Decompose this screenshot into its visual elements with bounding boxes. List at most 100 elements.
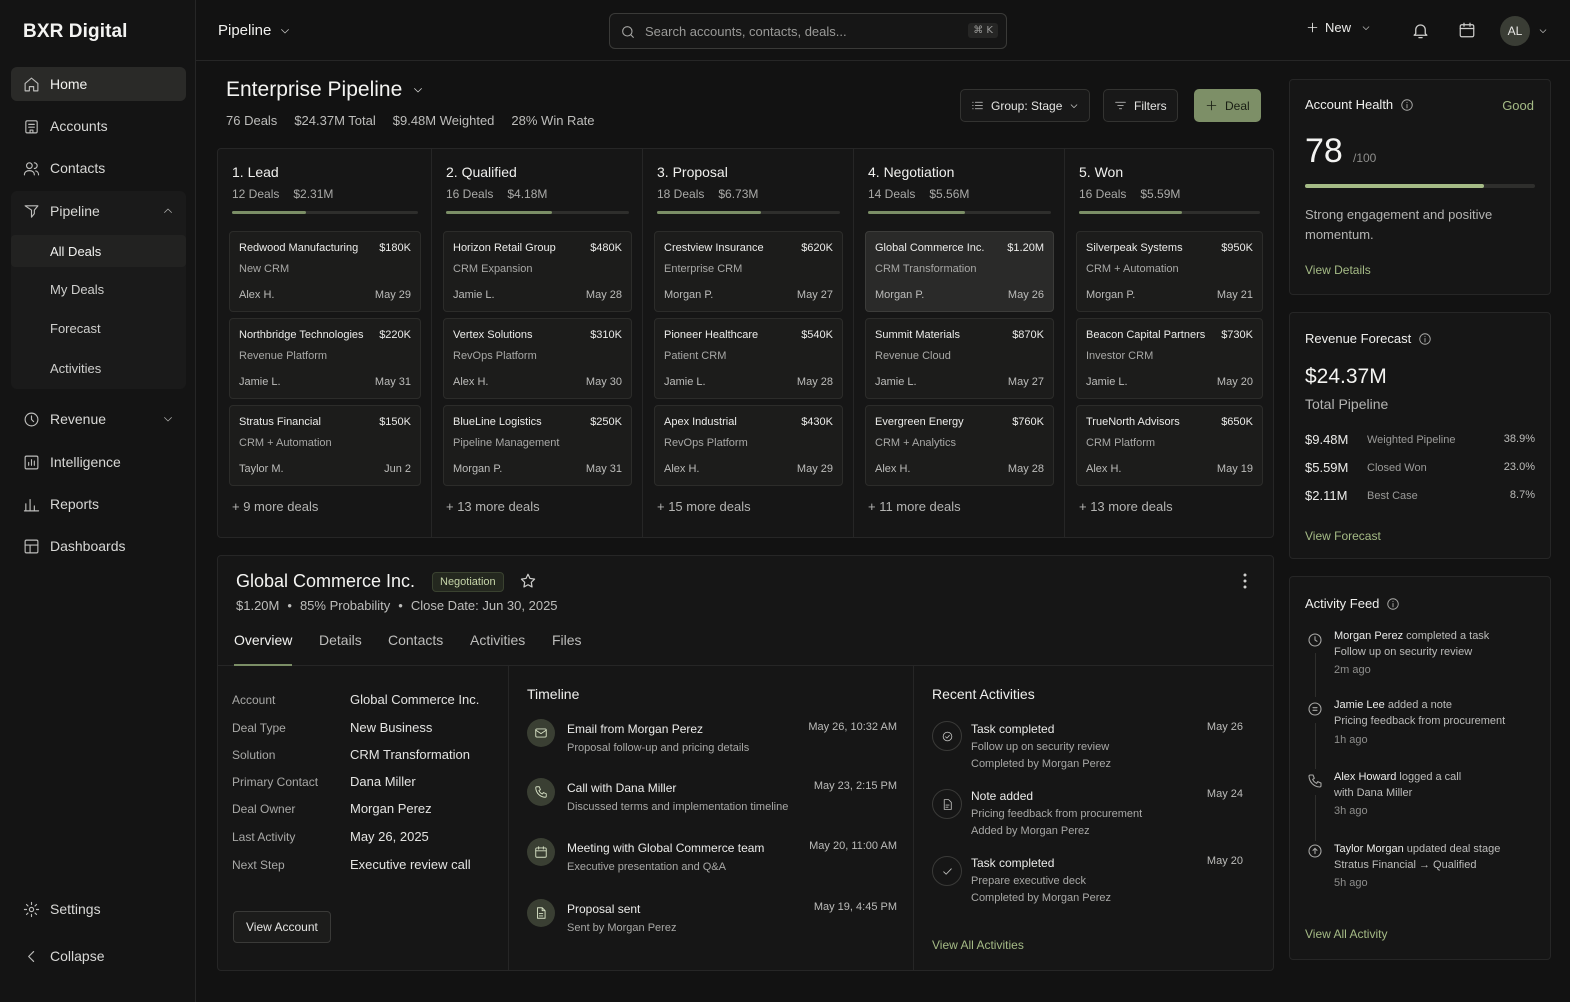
sidebar-item-reports[interactable]: Reports [11,487,186,521]
deal-card[interactable]: Silverpeak Systems $950K CRM + Automation M… [1076,231,1263,312]
tab-contacts[interactable]: Contacts [388,632,444,648]
deal-card-date: May 31 [374,376,411,388]
deal-card-product: Revenue Cloud [875,350,951,362]
view-details-link[interactable]: View Details [1305,263,1371,277]
new-button[interactable]: New [1306,20,1371,35]
sidebar-subitem-activities[interactable]: Activities [50,361,102,376]
deal-card-date: May 29 [796,463,833,475]
star-icon[interactable] [519,572,537,590]
sidebar-item-dashboards[interactable]: Dashboards [11,529,186,563]
more-deals-link[interactable]: + 13 more deals [446,499,540,514]
building-icon [23,118,40,135]
activity-date: May 20 [1206,855,1243,867]
forecast-row: $5.59M Closed Won 23.0% [1305,460,1535,480]
pipeline-column: 1. Lead 12 Deals $2.31M Redwood Manufacturi… [218,149,432,537]
deal-card-date: May 30 [585,376,622,388]
calendar-icon[interactable] [1458,21,1476,39]
deal-card[interactable]: Northbridge Technologies $220K Revenue Pla… [229,318,421,399]
health-status: Good [1502,98,1534,113]
column-title: 1. Lead [232,164,279,180]
sidebar-item-accounts[interactable]: Accounts [11,109,186,143]
sidebar-item-label: Revenue [50,411,107,427]
group-by-button[interactable]: Group: Stage [960,89,1091,122]
view-all-activities-link[interactable]: View All Activities [932,938,1024,952]
deal-card-owner: Morgan P. [664,289,714,301]
collapse-button[interactable]: Collapse [11,939,186,973]
chevron-down-icon [279,25,291,37]
tab-files[interactable]: Files [552,632,582,648]
deal-card[interactable]: Evergreen Energy $760K CRM + Analytics Alex… [865,405,1054,486]
more-deals-link[interactable]: + 11 more deals [868,499,961,514]
deal-card[interactable]: Redwood Manufacturing $180K New CRM Alex H.… [229,231,421,312]
sidebar-subitem-my-deals[interactable]: My Deals [50,282,105,297]
timeline-item-title: Meeting with Global Commerce team [567,841,765,855]
tab-overview[interactable]: Overview [234,632,293,666]
add-deal-button[interactable]: Deal [1194,89,1261,122]
deal-card[interactable]: Summit Materials $870K Revenue Cloud Jamie … [865,318,1054,399]
activity-icon [932,856,962,886]
bell-icon[interactable] [1411,21,1430,40]
chevron-up-icon[interactable] [162,205,174,217]
column-progress-fill [657,211,762,214]
sidebar-item-home[interactable]: Home [11,67,186,101]
total-pipeline-label: Total Pipeline [1305,396,1389,412]
chevron-down-icon[interactable] [1538,26,1548,36]
sidebar-item-label: Dashboards [50,538,126,554]
deal-card[interactable]: Crestview Insurance $620K Enterprise CRM Mo… [654,231,843,312]
tab-activities[interactable]: Activities [470,632,526,648]
deal-card-product: RevOps Platform [664,437,748,449]
view-forecast-link[interactable]: View Forecast [1305,529,1381,543]
tab-details[interactable]: Details [319,632,362,648]
info-icon[interactable] [1400,98,1414,112]
sidebar-subitem-forecast[interactable]: Forecast [50,321,101,336]
deal-card[interactable]: TrueNorth Advisors $650K CRM Platform Alex … [1076,405,1263,486]
deal-card-owner: Jamie L. [664,376,706,388]
column-progress-fill [868,211,965,214]
info-icon[interactable] [1418,332,1432,346]
sidebar-subitem-all-deals[interactable]: All Deals [11,235,186,267]
deal-card[interactable]: Vertex Solutions $310K RevOps Platform Alex… [443,318,632,399]
deal-card-owner: Morgan P. [875,289,925,301]
filters-button[interactable]: Filters [1103,89,1178,122]
chevron-down-icon[interactable] [162,413,174,425]
deal-card[interactable]: Apex Industrial $430K RevOps Platform Alex … [654,405,843,486]
deal-card-owner: Taylor M. [239,463,284,475]
mail-icon [534,726,548,740]
info-icon[interactable] [1386,597,1400,611]
avatar[interactable]: AL [1500,16,1530,46]
deal-tabs: Overview Details Contacts Activities Fil… [218,626,1273,666]
more-vertical-icon[interactable] [1238,572,1252,590]
deal-card[interactable]: Horizon Retail Group $480K CRM Expansion Ja… [443,231,632,312]
column-meta: 18 Deals $6.73M [657,187,758,201]
forecast-percent: 8.7% [1509,489,1535,501]
collapse-label: Collapse [50,948,105,964]
deal-card[interactable]: Beacon Capital Partners $730K Investor CRM… [1076,318,1263,399]
sidebar-item-pipeline[interactable]: Pipeline [11,194,186,228]
search-input[interactable]: Search accounts, contacts, deals... ⌘ K [609,13,1007,49]
sidebar-item-revenue[interactable]: Revenue [11,402,186,436]
pipeline-summary: 76 Deals $24.37M Total $9.48M Weighted 2… [226,113,595,128]
column-meta: 14 Deals $5.56M [868,187,969,201]
deal-card-date: May 27 [796,289,833,301]
deal-card[interactable]: Pioneer Healthcare $540K Patient CRM Jamie … [654,318,843,399]
timeline-section: Timeline Email from Morgan Perez Proposa… [509,666,914,970]
activity-feed-title: Activity Feed [1305,596,1400,611]
deal-card[interactable]: BlueLine Logistics $250K Pipeline Manageme… [443,405,632,486]
more-deals-link[interactable]: + 15 more deals [657,499,751,514]
more-deals-link[interactable]: + 9 more deals [232,499,319,514]
sidebar-item-settings[interactable]: Settings [11,892,186,926]
sidebar-item-contacts[interactable]: Contacts [11,151,186,185]
deal-card-date: May 31 [585,463,622,475]
deal-card[interactable]: Stratus Financial $150K CRM + Automation Ta… [229,405,421,486]
sidebar-item-intelligence[interactable]: Intelligence [11,445,186,479]
deal-card-owner: Morgan P. [453,463,503,475]
deal-card-owner: Jamie L. [239,376,281,388]
view-account-button[interactable]: View Account [233,911,331,943]
deal-card[interactable]: Global Commerce Inc. $1.20M CRM Transforma… [865,231,1054,312]
breadcrumb[interactable]: Pipeline [218,22,291,39]
page-title[interactable]: Enterprise Pipeline [226,78,424,102]
grid-icon [23,538,40,555]
view-all-activity-link[interactable]: View All Activity [1305,927,1388,941]
more-deals-link[interactable]: + 13 more deals [1079,499,1173,514]
deal-card-product: Revenue Platform [239,350,328,362]
